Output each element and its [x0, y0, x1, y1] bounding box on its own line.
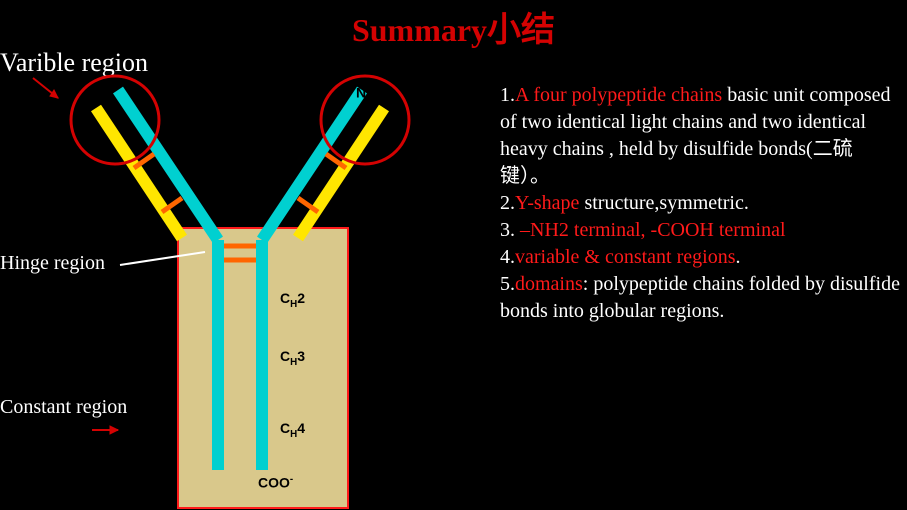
title-cn: 小结 — [487, 12, 555, 49]
lbl-nh3: NH3+ — [356, 84, 387, 104]
antibody-diagram — [60, 60, 480, 510]
title-en: Summary — [352, 12, 487, 48]
lbl-fc: Fc — [442, 352, 461, 370]
point-2: 2.Y-shape structure,symmetric. — [500, 190, 900, 217]
point-4: 4.variable & constant regions. — [500, 244, 900, 271]
lbl-ch2: CH2 — [280, 290, 305, 310]
lbl-ch3: CH3 — [280, 348, 305, 368]
arrow-variable — [28, 76, 68, 106]
arrow-constant — [90, 420, 130, 440]
lbl-fab: Fab — [442, 174, 470, 192]
lbl-ch4: CH4 — [280, 420, 305, 440]
lbl-vh: VH — [296, 120, 312, 140]
summary-text: 1.A four polypeptide chains basic unit c… — [500, 82, 900, 325]
lbl-vl: VL — [408, 154, 423, 174]
lbl-coo: COO- — [258, 474, 293, 491]
point-1: 1.A four polypeptide chains basic unit c… — [500, 82, 900, 190]
lbl-ch1: CH1 — [252, 164, 277, 184]
point-3: 3. –NH2 terminal, -COOH terminal — [500, 217, 900, 244]
lbl-cl: CL — [360, 200, 376, 220]
point-5: 5.domains: polypeptide chains folded by … — [500, 271, 900, 325]
